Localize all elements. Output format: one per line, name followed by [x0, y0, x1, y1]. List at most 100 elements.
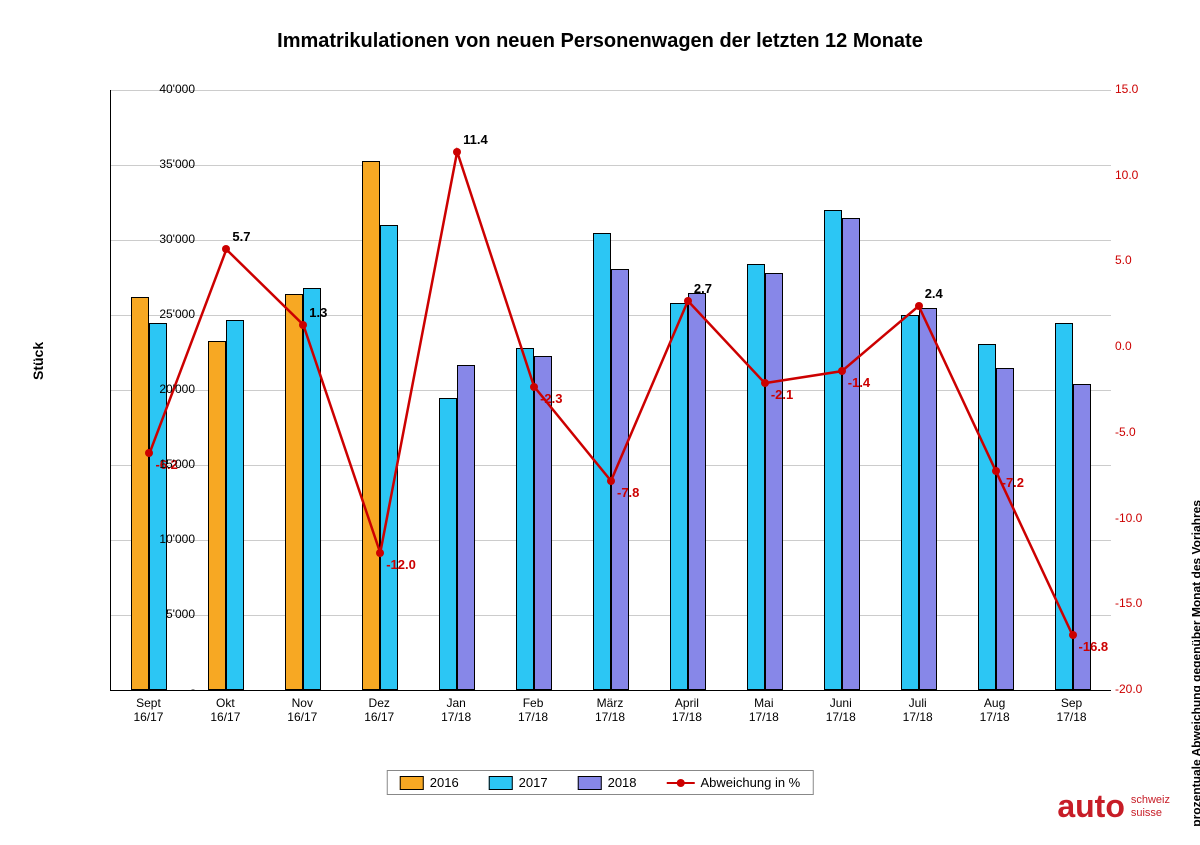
logo-main: auto — [1057, 788, 1125, 825]
legend-item-2018: 2018 — [578, 775, 637, 790]
deviation-value-label: -7.8 — [617, 485, 639, 500]
legend-line-icon — [667, 782, 695, 784]
chart-title: Immatrikulationen von neuen Personenwage… — [0, 30, 1200, 53]
deviation-marker — [838, 367, 846, 375]
deviation-marker — [684, 297, 692, 305]
y-left-tick: 35'000 — [135, 157, 195, 171]
x-axis-label: Dez16/17 — [341, 696, 417, 725]
grid-line — [111, 240, 1111, 241]
y-right-tick: -15.0 — [1115, 596, 1165, 610]
y-left-tick: 20'000 — [135, 382, 195, 396]
bar-s2017 — [978, 344, 996, 691]
legend-label-deviation: Abweichung in % — [701, 775, 801, 790]
y-left-tick: 5'000 — [135, 607, 195, 621]
bar-s2017 — [303, 288, 321, 690]
legend-item-deviation: Abweichung in % — [667, 775, 801, 790]
x-axis-label: Sep17/18 — [1034, 696, 1110, 725]
x-axis-label: April17/18 — [649, 696, 725, 725]
x-axis-label: Jan17/18 — [418, 696, 494, 725]
y-right-tick: -20.0 — [1115, 682, 1165, 696]
legend-item-2016: 2016 — [400, 775, 459, 790]
deviation-marker — [915, 302, 923, 310]
bar-s2018 — [919, 308, 937, 691]
deviation-value-label: -2.3 — [540, 391, 562, 406]
bar-s2018 — [996, 368, 1014, 691]
deviation-marker — [761, 379, 769, 387]
bar-s2018 — [688, 293, 706, 691]
legend-label-2017: 2017 — [519, 775, 548, 790]
bar-s2016 — [131, 297, 149, 690]
bar-s2017 — [380, 225, 398, 690]
bar-s2018 — [457, 365, 475, 691]
y-right-tick: 0.0 — [1115, 339, 1165, 353]
grid-line — [111, 165, 1111, 166]
x-axis-label: Juni17/18 — [803, 696, 879, 725]
bar-s2016 — [208, 341, 226, 691]
y-axis-right-label: prozentuale Abweichung gegenüber Monat d… — [1190, 500, 1200, 827]
deviation-marker — [992, 467, 1000, 475]
y-right-tick: 10.0 — [1115, 168, 1165, 182]
bar-s2017 — [747, 264, 765, 690]
deviation-value-label: 11.4 — [463, 132, 488, 147]
y-left-tick: 30'000 — [135, 232, 195, 246]
deviation-marker — [1069, 631, 1077, 639]
x-axis-label: Aug17/18 — [957, 696, 1033, 725]
grid-line — [111, 90, 1111, 91]
deviation-value-label: 2.7 — [694, 281, 712, 296]
bar-s2017 — [149, 323, 167, 691]
y-left-tick: - — [135, 682, 195, 696]
y-right-tick: 15.0 — [1115, 82, 1165, 96]
x-axis-label: Mai17/18 — [726, 696, 802, 725]
x-axis-label: März17/18 — [572, 696, 648, 725]
deviation-marker — [453, 148, 461, 156]
deviation-value-label: 5.7 — [232, 229, 250, 244]
y-left-tick: 10'000 — [135, 532, 195, 546]
deviation-value-label: 1.3 — [309, 305, 327, 320]
chart-legend: 2016 2017 2018 Abweichung in % — [387, 770, 814, 795]
brand-logo: auto schweizsuisse — [1057, 788, 1170, 825]
bar-s2017 — [670, 303, 688, 690]
bar-s2018 — [842, 218, 860, 691]
bar-s2016 — [362, 161, 380, 691]
bar-s2017 — [824, 210, 842, 690]
deviation-marker — [376, 549, 384, 557]
y-right-tick: 5.0 — [1115, 253, 1165, 267]
legend-swatch-2016 — [400, 776, 424, 790]
deviation-value-label: -1.4 — [848, 375, 870, 390]
deviation-marker — [530, 383, 538, 391]
x-axis-label: Okt16/17 — [187, 696, 263, 725]
x-axis-label: Juli17/18 — [880, 696, 956, 725]
deviation-value-label: 2.4 — [925, 286, 943, 301]
y-right-tick: -10.0 — [1115, 511, 1165, 525]
chart-plot-area: -6.25.71.3-12.011.4-2.3-7.82.7-2.1-1.42.… — [110, 90, 1111, 691]
bar-s2017 — [516, 348, 534, 690]
bar-s2017 — [439, 398, 457, 691]
deviation-marker — [299, 321, 307, 329]
bar-s2018 — [765, 273, 783, 690]
y-left-tick: 40'000 — [135, 82, 195, 96]
legend-swatch-2017 — [489, 776, 513, 790]
bar-s2017 — [226, 320, 244, 691]
logo-subtitle: schweizsuisse — [1131, 794, 1170, 818]
x-axis-label: Sept16/17 — [110, 696, 186, 725]
bar-s2018 — [534, 356, 552, 691]
x-axis-label: Feb17/18 — [495, 696, 571, 725]
deviation-marker — [222, 245, 230, 253]
bar-s2016 — [285, 294, 303, 690]
legend-label-2016: 2016 — [430, 775, 459, 790]
legend-swatch-2018 — [578, 776, 602, 790]
y-left-tick: 25'000 — [135, 307, 195, 321]
legend-label-2018: 2018 — [608, 775, 637, 790]
x-axis-label: Nov16/17 — [264, 696, 340, 725]
y-axis-left-label: Stück — [30, 342, 46, 380]
legend-item-2017: 2017 — [489, 775, 548, 790]
y-right-tick: -5.0 — [1115, 425, 1165, 439]
deviation-marker — [607, 477, 615, 485]
deviation-value-label: -16.8 — [1079, 639, 1109, 654]
bar-s2017 — [901, 315, 919, 690]
bar-s2017 — [593, 233, 611, 691]
deviation-value-label: -2.1 — [771, 387, 793, 402]
deviation-value-label: -12.0 — [386, 557, 416, 572]
deviation-value-label: -7.2 — [1002, 475, 1024, 490]
y-left-tick: 15'000 — [135, 457, 195, 471]
